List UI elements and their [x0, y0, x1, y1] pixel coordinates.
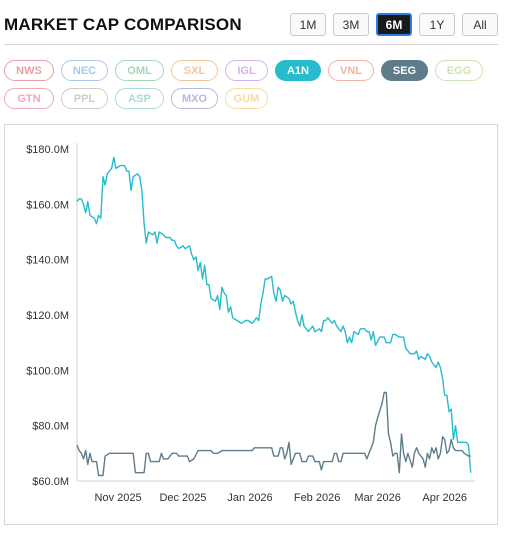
range-button-all[interactable]: All: [462, 13, 498, 36]
y-tick-label: $100.0M: [26, 365, 69, 377]
y-tick-label: $160.0M: [26, 199, 69, 211]
range-button-6m[interactable]: 6M: [376, 13, 412, 36]
ticker-chip-a1n[interactable]: A1N: [275, 60, 321, 81]
series-line-seg: [76, 391, 471, 477]
ticker-chip-row: GTN PPL ASP MXO GUM: [4, 88, 498, 109]
ticker-chip-sxl[interactable]: SXL: [171, 60, 218, 81]
range-button-3m[interactable]: 3M: [333, 13, 369, 36]
ticker-chip-gum[interactable]: GUM: [225, 88, 268, 109]
ticker-chip-seg[interactable]: SEG: [381, 60, 428, 81]
y-tick-label: $120.0M: [26, 310, 69, 322]
x-tick-label: Mar 2026: [354, 492, 400, 504]
ticker-chip-igl[interactable]: IGL: [225, 60, 268, 81]
ticker-chip-oml[interactable]: OML: [115, 60, 164, 81]
ticker-chip-gtn[interactable]: GTN: [4, 88, 54, 109]
y-tick-label: $140.0M: [26, 255, 69, 267]
x-tick-label: Dec 2025: [159, 492, 206, 504]
ticker-chip-mxo[interactable]: MXO: [171, 88, 218, 109]
y-tick-label: $80.0M: [32, 421, 69, 433]
x-tick-label: Nov 2025: [95, 492, 142, 504]
chart-panel: $60.0M $80.0M $100.0M $120.0M $140.0M $160.0M…: [4, 124, 498, 525]
ticker-chip-nws[interactable]: NWS: [4, 60, 54, 81]
ticker-chip-row: NWS NEC OML SXL IGL A1N VNL SEG EGG: [4, 60, 498, 81]
ticker-chip-list: NWS NEC OML SXL IGL A1N VNL SEG EGG GTN PPL ASP MXO G…: [4, 60, 498, 116]
ticker-chip-egg[interactable]: EGG: [435, 60, 483, 81]
range-button-1y[interactable]: 1Y: [419, 13, 455, 36]
range-selector: 1M 3M 6M 1Y All: [290, 13, 498, 36]
header: MARKET CAP COMPARISON 1M 3M 6M 1Y All: [4, 0, 498, 45]
page-title: MARKET CAP COMPARISON: [4, 15, 242, 34]
series-line-a1n: [76, 156, 472, 473]
ticker-chip-nec[interactable]: NEC: [61, 60, 108, 81]
ticker-chip-asp[interactable]: ASP: [115, 88, 164, 109]
ticker-chip-vnl[interactable]: VNL: [328, 60, 374, 81]
x-tick-label: Feb 2026: [294, 492, 340, 504]
x-tick-label: Jan 2026: [227, 492, 272, 504]
market-cap-line-chart: $60.0M $80.0M $100.0M $120.0M $140.0M $160.0M…: [26, 143, 475, 504]
y-tick-label: $180.0M: [26, 144, 69, 156]
ticker-chip-ppl[interactable]: PPL: [61, 88, 108, 109]
y-tick-label: $60.0M: [32, 476, 69, 488]
x-tick-label: Apr 2026: [422, 492, 467, 504]
range-button-1m[interactable]: 1M: [290, 13, 326, 36]
